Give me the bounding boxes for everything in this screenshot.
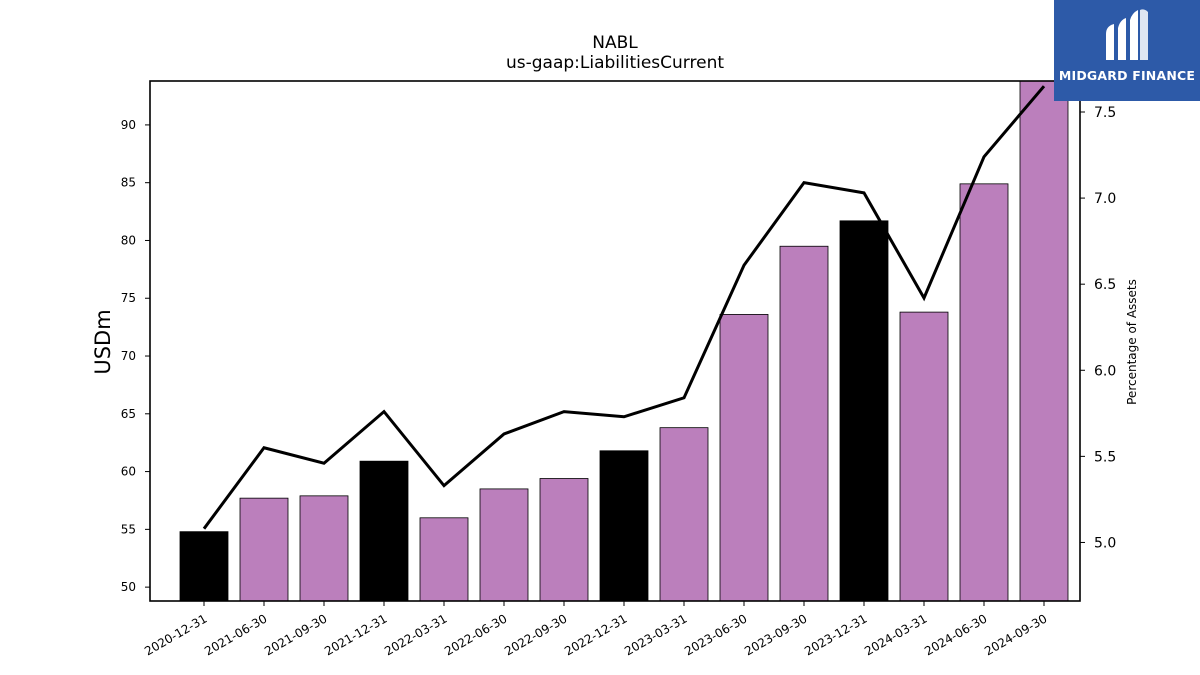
bar [539, 478, 589, 602]
bar [179, 531, 229, 602]
y-tick-label: 85 [121, 176, 136, 190]
y2-axis-ticks: 5.0 5.5 6.0 6.5 7.0 7.5 [1080, 105, 1116, 551]
bar [599, 450, 649, 602]
y2-tick-label: 5.0 [1094, 535, 1116, 551]
y2-tick-label: 7.5 [1094, 105, 1116, 121]
y2-tick-label: 5.5 [1094, 449, 1116, 465]
x-tick-label: 2023-06-30 [682, 611, 749, 658]
y2-tick-label: 7.0 [1094, 191, 1116, 207]
logo-mark-icon [1106, 9, 1148, 61]
x-tick-label: 2022-03-31 [382, 611, 449, 658]
y-axis-ticks: 50 55 60 65 70 75 80 85 90 [121, 118, 150, 594]
x-tick-label: 2021-06-30 [202, 611, 269, 658]
y-tick-label: 75 [121, 291, 136, 305]
bar [419, 517, 469, 602]
bar [899, 311, 949, 602]
chart-title: NABL [592, 33, 638, 53]
y-tick-label: 65 [121, 407, 136, 421]
bar [1019, 80, 1069, 602]
x-tick-label: 2024-09-30 [982, 611, 1049, 658]
y-tick-label: 55 [121, 522, 136, 536]
bar [299, 495, 349, 602]
y-tick-label: 90 [121, 118, 136, 132]
bar [659, 427, 709, 602]
x-tick-label: 2024-06-30 [922, 611, 989, 658]
logo-text: MIDGARD FINANCE [1058, 68, 1196, 83]
x-tick-label: 2023-09-30 [742, 611, 809, 658]
y-axis-label: USDm [91, 309, 115, 374]
bar [479, 488, 529, 602]
x-tick-label: 2023-12-31 [802, 611, 869, 658]
bar [239, 497, 289, 602]
chart-subtitle: us-gaap:LiabilitiesCurrent [506, 53, 724, 73]
x-tick-label: 2021-09-30 [262, 611, 329, 658]
x-tick-label: 2020-12-31 [142, 611, 209, 658]
x-tick-label: 2022-09-30 [502, 611, 569, 658]
bar-group [179, 80, 1069, 602]
x-tick-label: 2021-12-31 [322, 611, 389, 658]
y-tick-label: 70 [121, 349, 136, 363]
bar [959, 183, 1009, 602]
x-axis-ticks: 2020-12-312021-06-302021-09-302021-12-31… [142, 601, 1050, 658]
y2-tick-label: 6.0 [1094, 363, 1116, 379]
y2-tick-label: 6.5 [1094, 277, 1116, 293]
x-tick-label: 2022-12-31 [562, 611, 629, 658]
bar [839, 220, 889, 602]
x-tick-label: 2022-06-30 [442, 611, 509, 658]
x-tick-label: 2023-03-31 [622, 611, 689, 658]
y-tick-label: 60 [121, 465, 136, 479]
x-tick-label: 2024-03-31 [862, 611, 929, 658]
y-tick-label: 50 [121, 580, 136, 594]
bar [719, 314, 769, 602]
y-tick-label: 80 [121, 233, 136, 247]
brand-logo: MIDGARD FINANCE [1054, 0, 1200, 101]
y2-axis-label: Percentage of Assets [1125, 279, 1139, 405]
line-group [202, 85, 1046, 530]
bar [779, 245, 829, 602]
bar [359, 460, 409, 602]
series-line [202, 85, 1046, 530]
plot-frame [149, 80, 1081, 602]
